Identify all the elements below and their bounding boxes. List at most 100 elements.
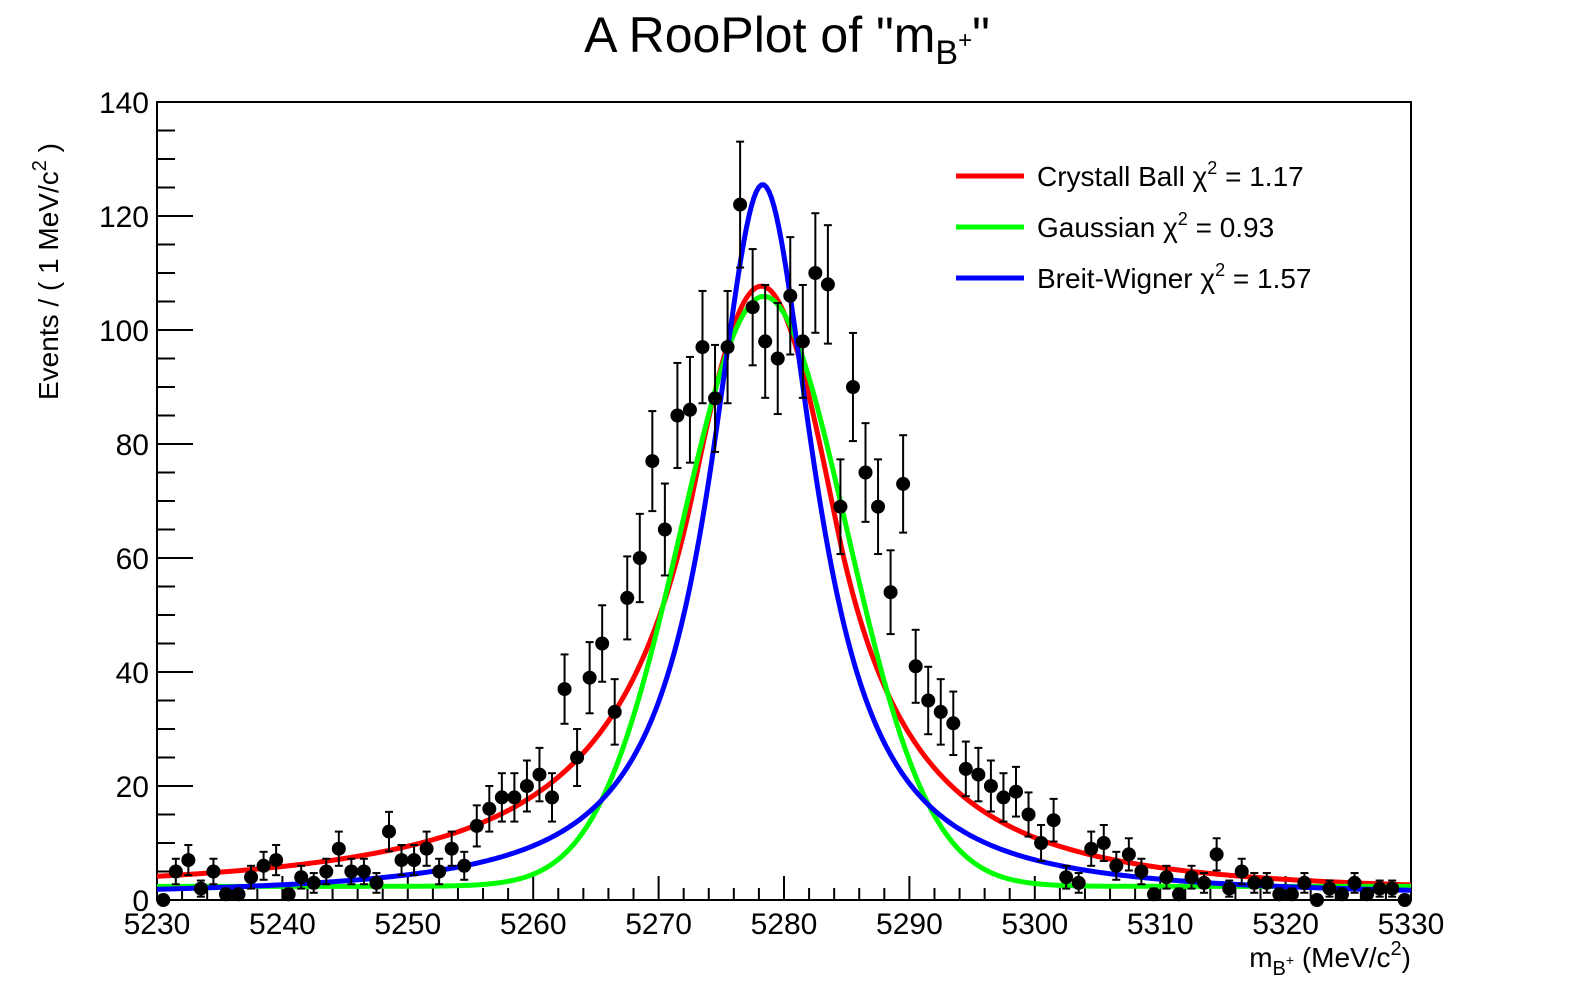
data-point	[557, 653, 572, 725]
data-marker	[231, 887, 246, 902]
data-point	[1247, 872, 1262, 894]
data-marker	[1059, 870, 1074, 885]
data-marker	[206, 864, 221, 879]
data-marker	[1159, 870, 1174, 885]
legend-series-name: Gaussian	[1037, 212, 1163, 243]
data-point	[231, 887, 246, 902]
data-marker	[156, 893, 171, 907]
data-point	[381, 810, 396, 853]
data-marker	[996, 790, 1011, 805]
legend-chi-value: = 0.93	[1188, 212, 1274, 243]
data-point	[1385, 879, 1400, 898]
data-point	[407, 844, 422, 877]
data-marker	[557, 682, 572, 697]
data-point	[908, 628, 923, 704]
data-point	[1034, 823, 1049, 863]
data-point	[244, 864, 259, 890]
data-marker	[381, 824, 396, 839]
legend-series-name: Breit-Wigner	[1037, 263, 1200, 294]
x-tick-label: 5260	[500, 908, 567, 941]
data-point	[607, 678, 622, 746]
legend-chi-sup: 2	[1215, 260, 1225, 280]
fit-curve-breit-wigner	[156, 182, 1412, 893]
data-point	[1084, 830, 1099, 867]
y-tick-label: 20	[116, 771, 149, 804]
data-marker	[733, 197, 748, 212]
data-marker	[306, 875, 321, 890]
data-point	[808, 212, 823, 334]
data-point	[356, 857, 371, 886]
data-marker	[657, 522, 672, 537]
data-marker	[1335, 887, 1350, 902]
y-axis: 0 20 40 60 80 100 120 140	[99, 87, 193, 918]
data-marker	[620, 590, 635, 605]
data-marker	[1272, 887, 1287, 902]
legend-chi-symbol: χ	[1200, 263, 1215, 294]
data-marker	[1259, 875, 1274, 890]
data-point	[833, 458, 848, 556]
data-marker	[933, 704, 948, 719]
data-marker	[1109, 858, 1124, 873]
data-marker	[708, 391, 723, 406]
data-point	[983, 759, 998, 813]
data-point	[858, 422, 873, 523]
data-marker	[883, 585, 898, 600]
data-marker	[369, 875, 384, 890]
legend-item: Breit-Wigner χ2 = 1.57	[956, 260, 1312, 294]
legend-chi-sup: 2	[1178, 209, 1188, 229]
data-point	[1234, 857, 1249, 886]
data-point	[394, 844, 409, 877]
data-marker	[632, 551, 647, 565]
data-marker	[1372, 881, 1387, 896]
y-tick-label: 60	[116, 543, 149, 576]
x-axis-label-sub: B	[1273, 958, 1286, 980]
data-point	[1109, 850, 1124, 881]
y-tick-label: 100	[99, 315, 149, 348]
data-point	[708, 343, 723, 453]
data-marker	[469, 818, 484, 833]
data-marker	[1247, 875, 1262, 890]
data-marker	[795, 334, 810, 349]
data-point	[369, 872, 384, 894]
data-marker	[570, 750, 585, 765]
data-point	[507, 772, 522, 823]
data-point	[419, 830, 434, 867]
x-tick-label: 5250	[374, 908, 441, 941]
data-marker	[1121, 847, 1136, 862]
data-marker	[833, 499, 848, 514]
legend-item: Gaussian χ2 = 0.93	[956, 209, 1274, 243]
data-point	[582, 641, 597, 715]
data-point	[883, 549, 898, 636]
data-point	[958, 740, 973, 798]
data-point	[156, 893, 171, 907]
data-marker	[319, 864, 334, 879]
data-marker	[1284, 887, 1299, 902]
data-marker	[1360, 887, 1375, 902]
data-point	[269, 844, 284, 877]
data-marker	[193, 881, 208, 896]
data-marker	[507, 790, 522, 805]
data-point	[657, 482, 672, 577]
data-marker	[983, 779, 998, 793]
x-tick-label: 5280	[751, 908, 818, 941]
data-point	[896, 434, 911, 534]
data-point	[218, 887, 233, 902]
data-marker	[344, 864, 359, 879]
data-marker	[808, 266, 823, 280]
data-point	[795, 283, 810, 399]
data-marker	[783, 288, 798, 303]
data-marker	[1034, 836, 1049, 850]
data-point	[1184, 864, 1199, 890]
data-point	[519, 759, 534, 813]
legend-label: Breit-Wigner χ2 = 1.57	[1037, 260, 1312, 294]
data-point	[720, 289, 735, 405]
legend-chi-sup: 2	[1207, 158, 1217, 178]
title-end: "	[972, 7, 990, 63]
data-point	[168, 857, 183, 886]
legend-chi-symbol: χ	[1193, 161, 1208, 192]
legend-label: Gaussian χ2 = 0.93	[1037, 209, 1274, 243]
data-point	[996, 772, 1011, 823]
data-point	[645, 410, 660, 513]
data-marker	[407, 853, 422, 868]
data-point	[482, 785, 497, 833]
